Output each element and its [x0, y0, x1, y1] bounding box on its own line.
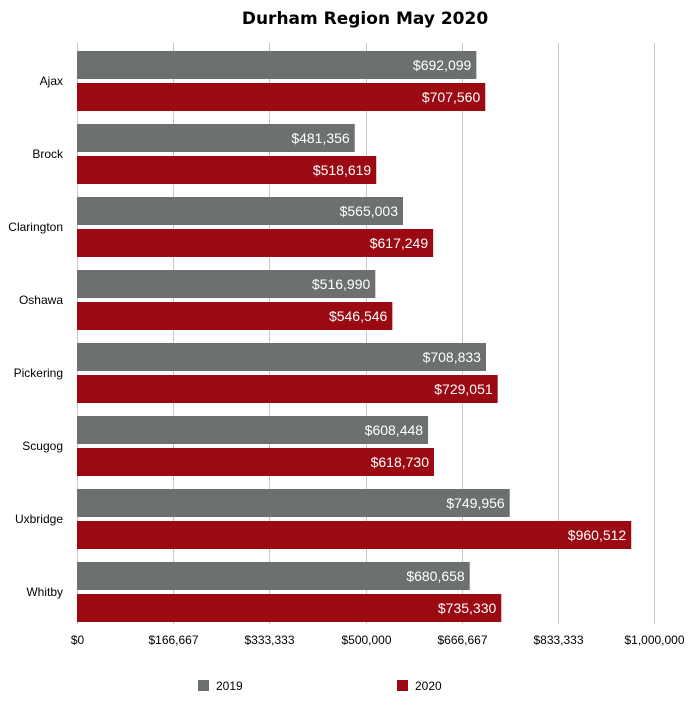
bar-2019 [77, 270, 376, 298]
bars: $692,099 $707,560 $481,356 $518,619 $565,003… [77, 51, 632, 622]
x-tick-label: $1,000,000 [624, 633, 684, 647]
bar-value-label: $692,099 [413, 57, 472, 73]
bar-2019 [77, 197, 404, 225]
bar-2020 [77, 156, 377, 184]
x-tick-label: $833,333 [533, 633, 583, 647]
bar-2019 [77, 124, 355, 152]
bar-2019 [77, 51, 477, 79]
x-tick-label: $166,667 [148, 633, 198, 647]
legend-swatch [198, 680, 209, 691]
bar-value-label: $608,448 [365, 422, 424, 438]
category-label: Scugog [22, 439, 63, 453]
category-label: Whitby [26, 585, 63, 599]
chart-title: Durham Region May 2020 [242, 9, 488, 29]
bar-2020 [77, 521, 632, 549]
x-axis-tick-labels: $0 $166,667 $333,333 $500,000 $666,667 $833,3… [71, 633, 685, 647]
x-tick-label: $0 [71, 633, 85, 647]
bar-value-label: $565,003 [340, 203, 399, 219]
bar-value-label: $546,546 [329, 308, 388, 324]
bar-value-label: $618,730 [371, 454, 430, 470]
bar-value-label: $617,249 [370, 235, 429, 251]
category-label: Oshawa [19, 293, 63, 307]
bar-value-label: $729,051 [434, 381, 493, 397]
category-labels: Ajax Brock Clarington Oshawa Pickering Scugog… [8, 74, 64, 599]
bar-2019 [77, 489, 510, 517]
bar-2020 [77, 594, 502, 622]
legend-swatch [397, 680, 408, 691]
bar-value-label: $518,619 [313, 162, 372, 178]
legend-label: 2020 [415, 679, 442, 693]
bar-value-label: $707,560 [422, 89, 481, 105]
bar-value-label: $735,330 [438, 600, 497, 616]
bar-2020 [77, 83, 486, 111]
category-label: Uxbridge [15, 512, 63, 526]
legend: 2019 2020 [198, 679, 442, 693]
legend-label: 2019 [216, 679, 243, 693]
bar-2020 [77, 229, 434, 257]
bar-2019 [77, 562, 470, 590]
bar-2019 [77, 343, 486, 371]
category-label: Pickering [14, 366, 63, 380]
bar-2019 [77, 416, 429, 444]
x-tick-label: $333,333 [244, 633, 294, 647]
category-label: Ajax [40, 74, 63, 88]
bar-value-label: $960,512 [568, 527, 627, 543]
x-tick-label: $666,667 [437, 633, 487, 647]
category-label: Clarington [8, 220, 63, 234]
bar-value-label: $749,956 [446, 495, 505, 511]
bar-value-label: $481,356 [291, 130, 350, 146]
bar-2020 [77, 448, 435, 476]
bar-value-label: $708,833 [423, 349, 482, 365]
bar-2020 [77, 375, 498, 403]
bar-value-label: $516,990 [312, 276, 371, 292]
category-label: Brock [32, 147, 64, 161]
x-tick-label: $500,000 [341, 633, 391, 647]
bar-2020 [77, 302, 393, 330]
bar-value-label: $680,658 [406, 568, 465, 584]
